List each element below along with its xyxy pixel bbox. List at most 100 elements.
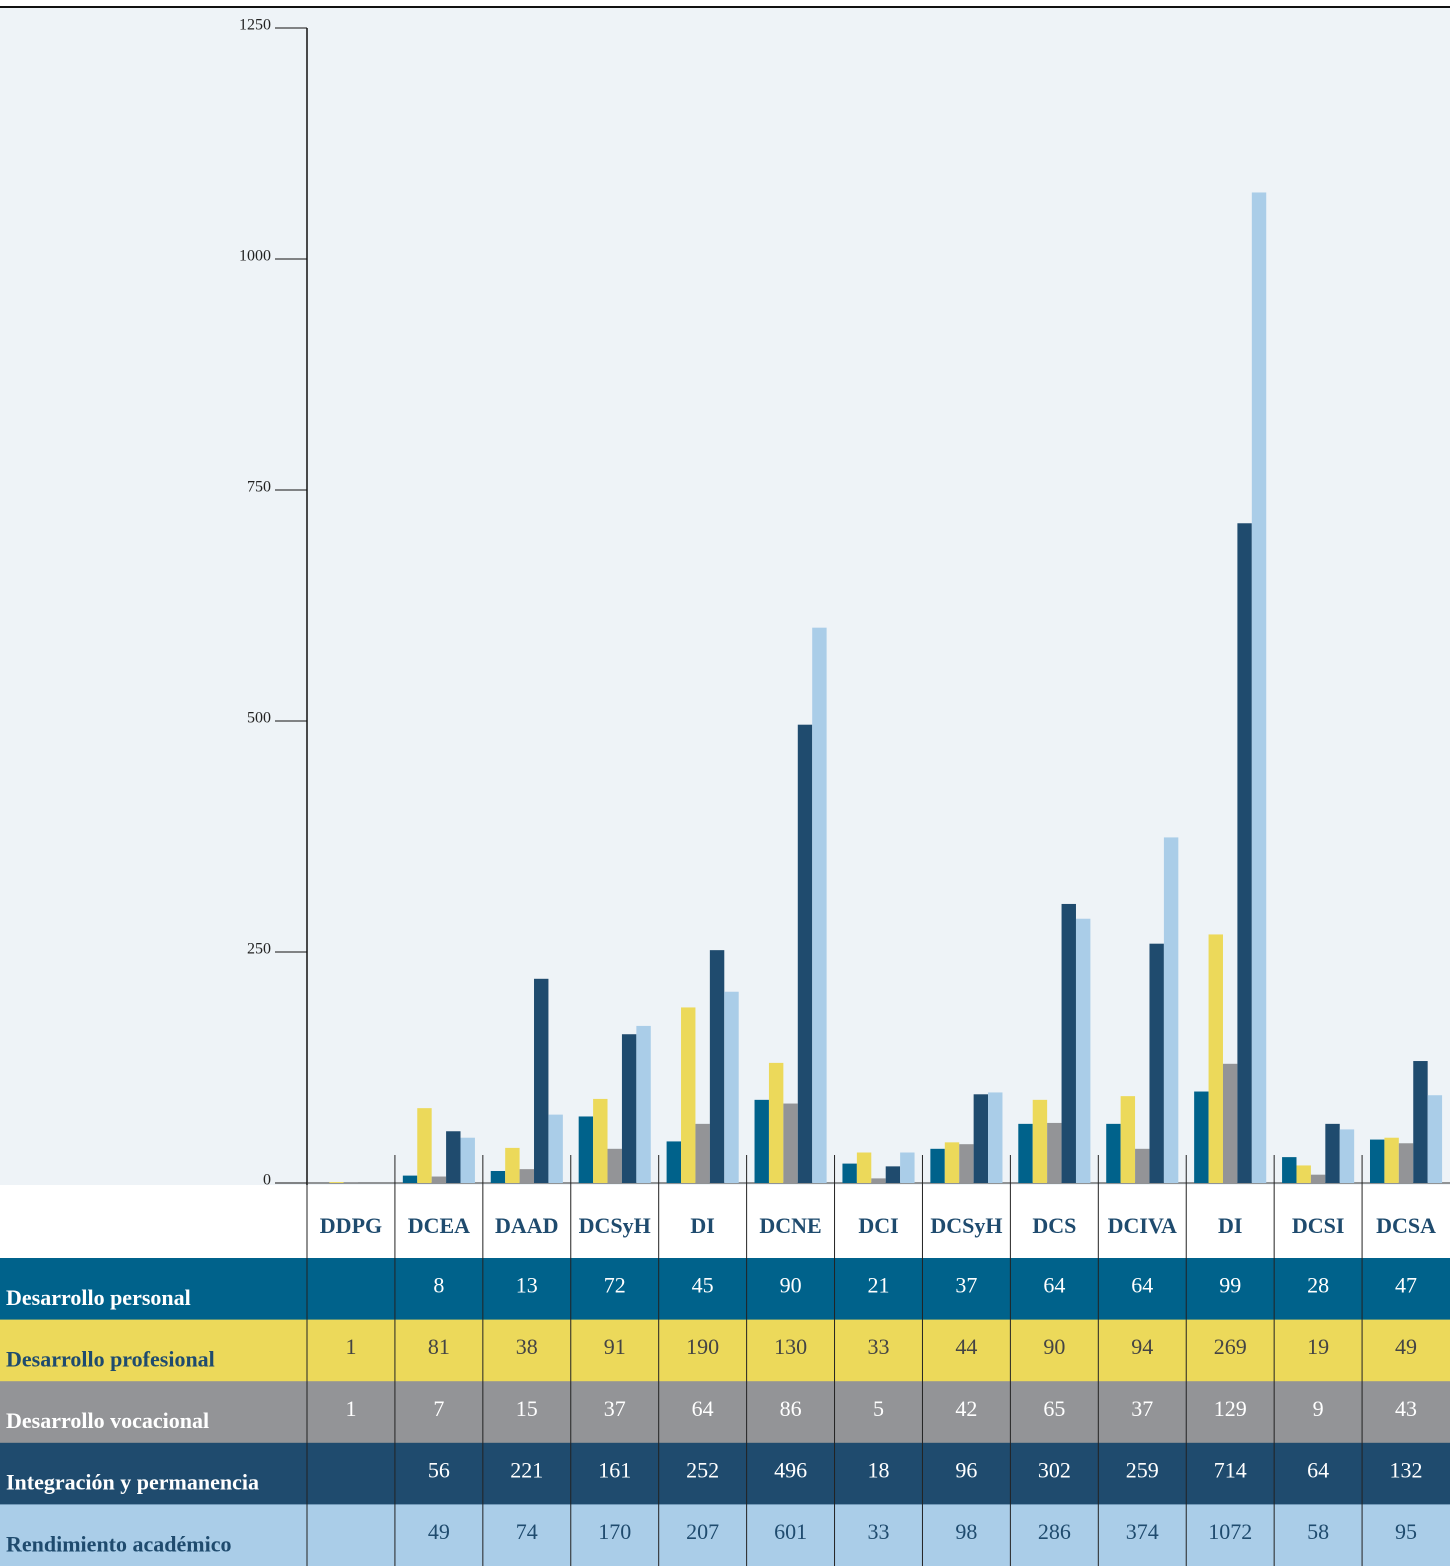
bar <box>1384 1137 1399 1183</box>
table-cell: 49 <box>1395 1334 1417 1359</box>
bar <box>446 1131 461 1183</box>
table-cell: 90 <box>780 1273 802 1298</box>
bar <box>1149 943 1164 1183</box>
x-tick-label: DCS <box>1032 1213 1076 1238</box>
table-cell: 64 <box>1131 1273 1153 1298</box>
bar <box>1075 918 1091 1183</box>
bar <box>1208 934 1223 1183</box>
bar <box>1061 903 1076 1183</box>
bar <box>505 1147 520 1183</box>
bar <box>842 1163 857 1183</box>
table-cell: 64 <box>1307 1457 1329 1482</box>
table-cell: 28 <box>1307 1273 1329 1298</box>
bar <box>1339 1129 1355 1183</box>
bar <box>1106 1123 1121 1183</box>
table-cell: 64 <box>692 1396 714 1421</box>
bar <box>1398 1143 1414 1183</box>
table-cell: 190 <box>686 1334 719 1359</box>
x-tick-label: DCSI <box>1292 1213 1345 1238</box>
table-cell: 1 <box>345 1334 356 1359</box>
table-cell: 18 <box>868 1457 890 1482</box>
bar <box>754 1099 769 1183</box>
bar <box>797 724 813 1183</box>
table-cell: 95 <box>1395 1519 1417 1544</box>
bar <box>548 1114 563 1183</box>
plot-background <box>0 7 1450 1185</box>
table-cell: 49 <box>428 1519 450 1544</box>
x-tick-label: DCNE <box>759 1213 821 1238</box>
bar <box>636 1025 651 1183</box>
table-cell: 43 <box>1395 1396 1417 1421</box>
bar <box>1163 837 1179 1183</box>
bar <box>1018 1123 1033 1183</box>
y-tick-label: 750 <box>247 479 271 496</box>
table-cell: 19 <box>1307 1334 1329 1359</box>
table-row-background <box>0 1381 1450 1444</box>
table-cell: 129 <box>1214 1396 1247 1421</box>
bar <box>607 1148 622 1183</box>
table-cell: 37 <box>1131 1396 1153 1421</box>
bar <box>460 1137 475 1183</box>
table-cell: 42 <box>955 1396 977 1421</box>
table-cell: 8 <box>433 1273 444 1298</box>
table-cell: 94 <box>1131 1334 1153 1359</box>
table-cell: 13 <box>516 1273 538 1298</box>
bar <box>1369 1139 1385 1183</box>
x-tick-label: DCSA <box>1376 1213 1436 1238</box>
legend-label: Desarrollo personal <box>6 1285 191 1310</box>
table-cell: 5 <box>873 1396 884 1421</box>
x-tick-label: DI <box>1218 1213 1242 1238</box>
bar <box>534 978 549 1183</box>
legend-label: Integración y permanencia <box>6 1470 259 1495</box>
table-cell: 91 <box>604 1334 626 1359</box>
table-row-background <box>0 1504 1450 1566</box>
legend-label: Desarrollo profesional <box>6 1347 215 1372</box>
table-cell: 496 <box>774 1457 807 1482</box>
bar <box>871 1178 886 1183</box>
bar <box>402 1175 418 1183</box>
x-tick-label: DCEA <box>408 1213 470 1238</box>
x-tick-label: DCIVA <box>1108 1213 1177 1238</box>
table-cell: 252 <box>686 1457 719 1482</box>
bar <box>783 1103 798 1183</box>
bar <box>490 1170 506 1183</box>
table-cell: 269 <box>1214 1334 1247 1359</box>
bar <box>1282 1157 1297 1183</box>
table-cell: 56 <box>428 1457 450 1482</box>
bar <box>1325 1123 1340 1183</box>
table-cell: 302 <box>1038 1457 1071 1482</box>
table-cell: 9 <box>1313 1396 1324 1421</box>
x-tick-label: DCSyH <box>930 1213 1002 1238</box>
bar <box>343 1182 359 1183</box>
table-cell: 130 <box>774 1334 807 1359</box>
table-cell: 21 <box>868 1273 890 1298</box>
y-tick-label: 500 <box>247 710 271 727</box>
table-cell: 65 <box>1043 1396 1065 1421</box>
bar <box>1047 1122 1062 1183</box>
table-cell: 132 <box>1390 1457 1423 1482</box>
x-tick-label: DI <box>690 1213 714 1238</box>
table-cell: 37 <box>604 1396 626 1421</box>
table-cell: 86 <box>780 1396 802 1421</box>
table-cell: 714 <box>1214 1457 1247 1482</box>
table-cell: 58 <box>1307 1519 1329 1544</box>
table-row-background <box>0 1258 1450 1321</box>
table-cell: 98 <box>955 1519 977 1544</box>
bar <box>681 1007 696 1183</box>
x-tick-label: DDPG <box>320 1213 382 1238</box>
bar <box>1237 523 1252 1183</box>
table-cell: 74 <box>516 1519 538 1544</box>
bar <box>900 1152 915 1183</box>
table-cell: 7 <box>433 1396 444 1421</box>
table-cell: 161 <box>598 1457 631 1482</box>
bar <box>431 1176 447 1183</box>
legend-label: Desarrollo vocacional <box>6 1408 209 1433</box>
bar <box>959 1144 974 1183</box>
table-cell: 259 <box>1126 1457 1159 1482</box>
table-cell: 33 <box>868 1519 890 1544</box>
bar <box>1135 1148 1150 1183</box>
table-cell: 44 <box>955 1334 977 1359</box>
table-cell: 64 <box>1043 1273 1065 1298</box>
table-cell: 33 <box>868 1334 890 1359</box>
